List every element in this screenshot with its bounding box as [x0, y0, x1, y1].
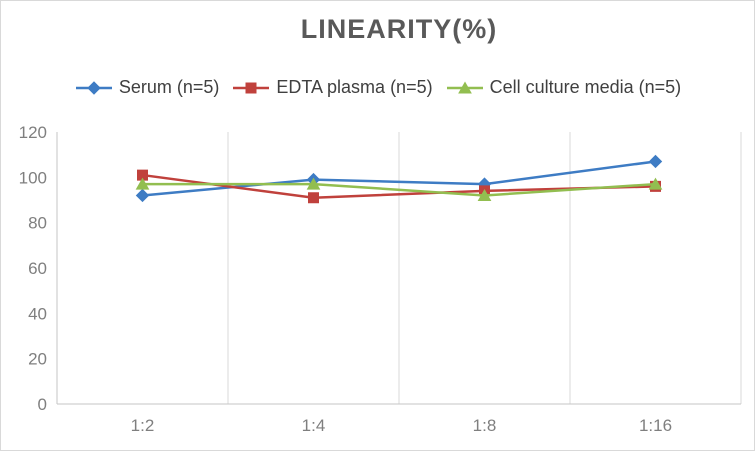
y-tick-label: 20 — [28, 350, 47, 369]
legend-item-diamond: Serum (n=5) — [75, 77, 220, 98]
x-category-label: 1:8 — [473, 416, 497, 435]
x-category-label: 1:4 — [302, 416, 326, 435]
y-tick-label: 40 — [28, 304, 47, 323]
legend-item-triangle: Cell culture media (n=5) — [446, 77, 682, 98]
data-point-square-1:4 — [308, 192, 319, 204]
legend-marker-triangle-icon — [446, 80, 483, 93]
y-tick-label: 100 — [19, 168, 47, 187]
series-line-triangle — [142, 182, 656, 197]
legend-label: Serum (n=5) — [118, 77, 220, 97]
legend-marker-square-icon — [233, 82, 270, 93]
y-tick-label: 80 — [28, 214, 47, 233]
chart-title: LINEARITY(%) — [300, 14, 498, 44]
legend-marker-diamond-icon — [75, 80, 112, 95]
y-tick-label: 60 — [28, 259, 47, 278]
y-tick-label: 120 — [19, 123, 47, 142]
data-point-triangle-1:8 — [477, 188, 492, 201]
x-category-label: 1:16 — [639, 416, 672, 435]
legend-label: Cell culture media (n=5) — [489, 77, 682, 97]
legend-item-square: EDTA plasma (n=5) — [233, 77, 433, 98]
x-category-label: 1:2 — [131, 416, 155, 435]
data-point-square-1:2 — [137, 169, 148, 181]
y-tick-label: 0 — [38, 395, 47, 414]
legend: Serum (n=5) EDTA plasma (n=5) Cell culture… — [1, 77, 754, 98]
data-point-triangle-1:4 — [306, 177, 321, 190]
data-point-triangle-1:16 — [648, 177, 663, 190]
legend-label: EDTA plasma (n=5) — [276, 77, 433, 97]
data-point-triangle-1:2 — [135, 177, 150, 190]
data-point-diamond-1:16 — [648, 154, 663, 169]
data-point-diamond-1:2 — [135, 188, 150, 203]
